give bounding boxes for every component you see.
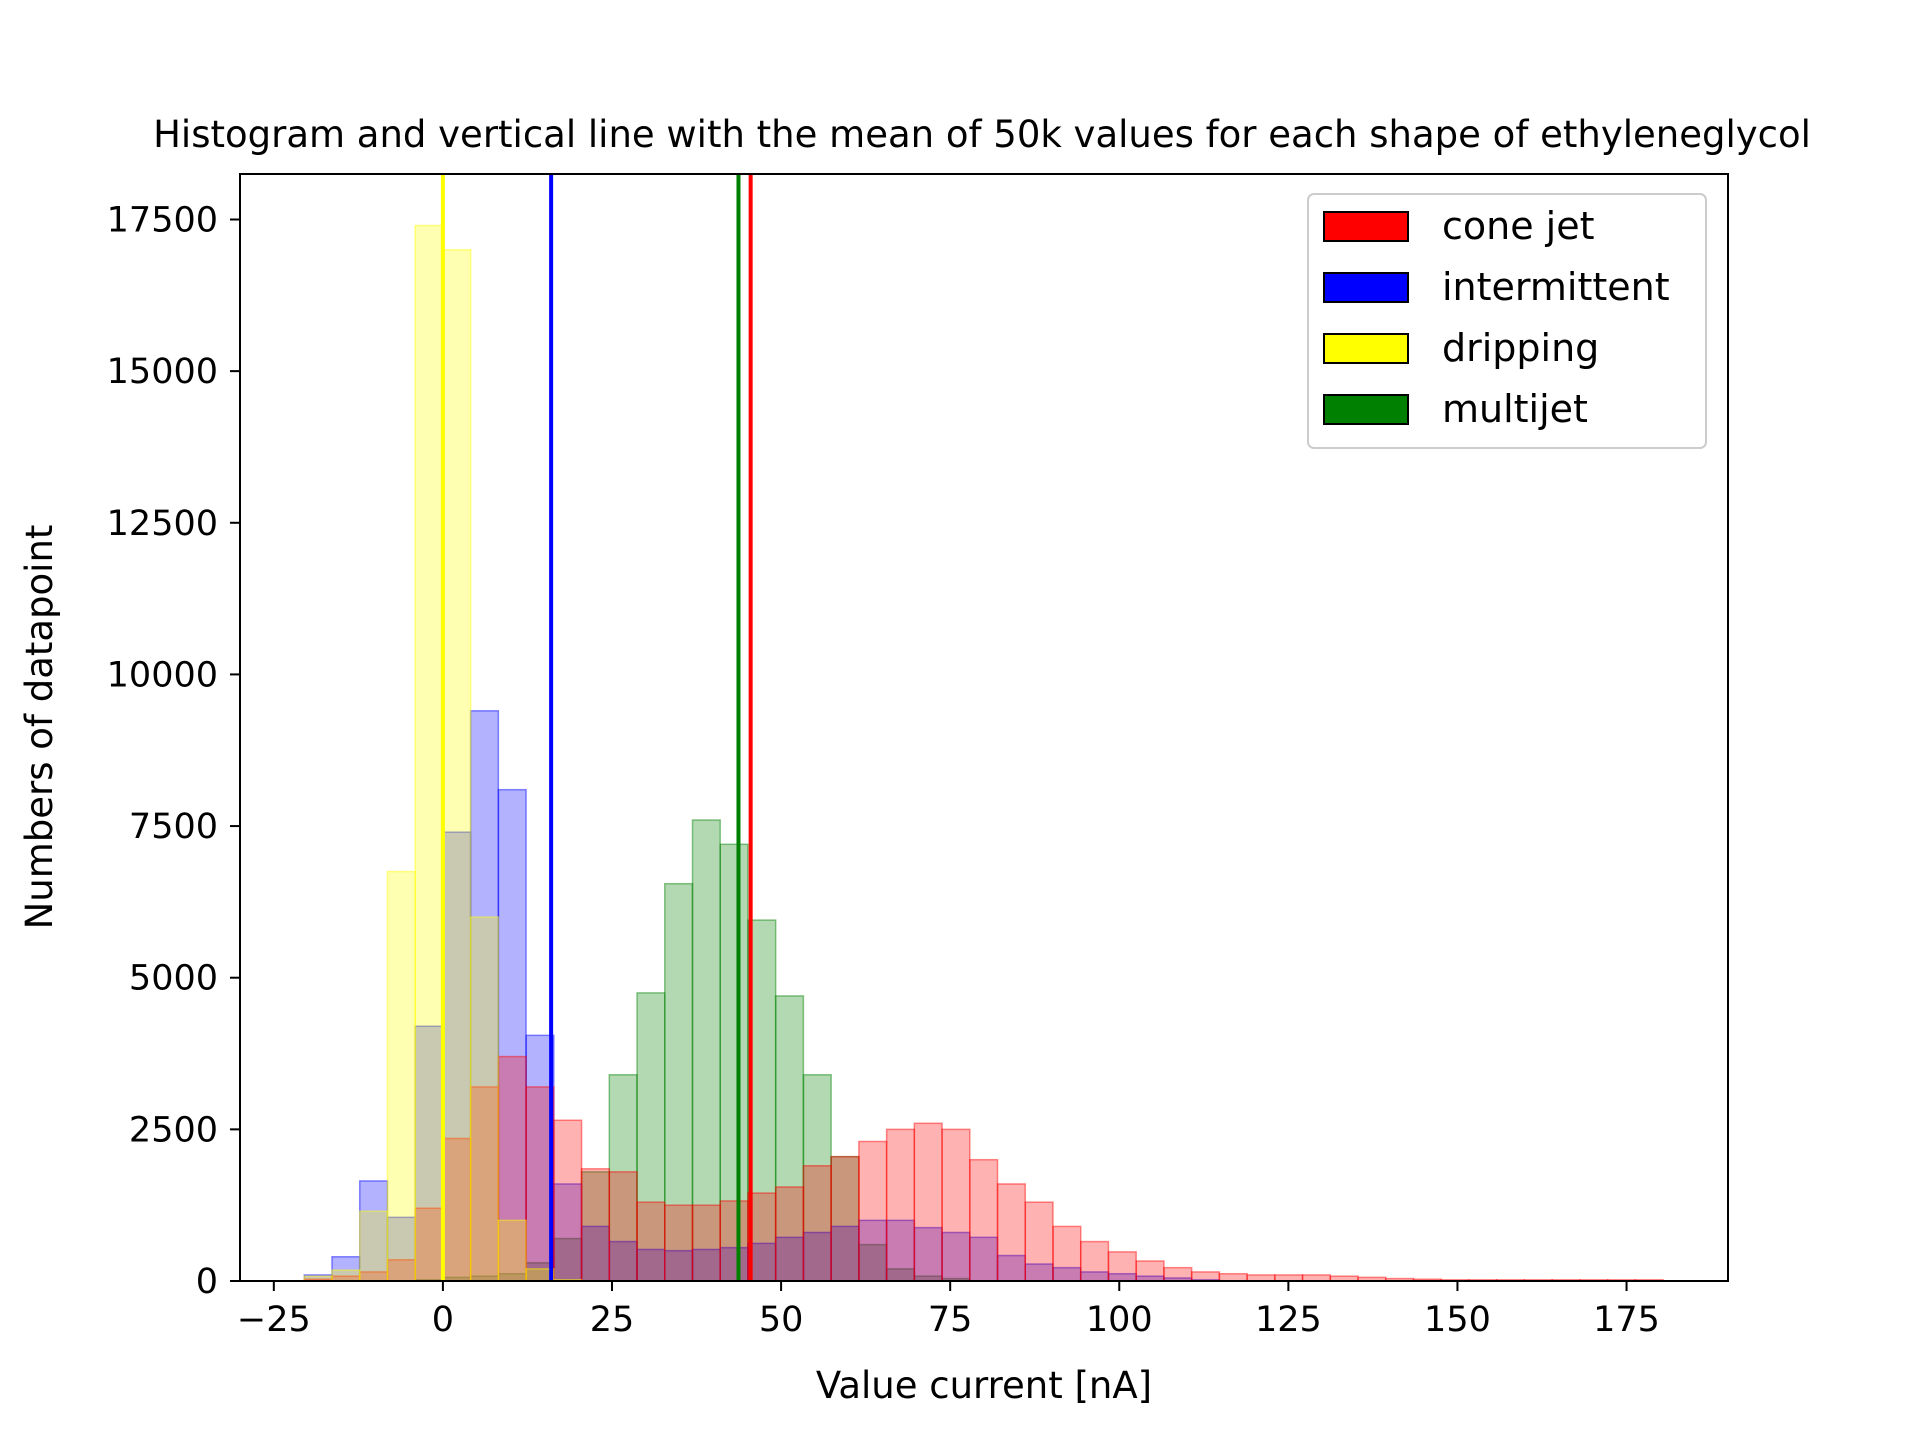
bar-cone-jet: [1135, 1260, 1165, 1282]
legend-item-multijet: multijet: [1323, 387, 1588, 431]
bar-cone-jet: [719, 1200, 749, 1282]
legend-label: intermittent: [1442, 265, 1670, 309]
bar-intermittent: [414, 1025, 444, 1282]
x-axis: −25 0 25 50 75 100 125 150 175: [237, 1281, 1660, 1340]
bar-intermittent: [969, 1236, 999, 1282]
x-tick-label: 100: [1086, 1300, 1153, 1340]
x-tick-label: 50: [759, 1300, 804, 1340]
legend-box: [1307, 193, 1707, 449]
y-tick-label: 2500: [129, 1110, 218, 1150]
bar-cone-jet: [996, 1183, 1027, 1282]
bar-dripping: [331, 1269, 361, 1282]
bar-dripping: [358, 1210, 389, 1282]
bar-intermittent: [636, 1248, 666, 1282]
chart-title: Histogram and vertical line with the mea…: [153, 113, 1811, 156]
legend-swatch: [1323, 272, 1409, 303]
bar-intermittent: [580, 1225, 611, 1282]
bar-cone-jet: [830, 1155, 860, 1282]
bar-multijet: [691, 819, 721, 1282]
bar-multijet: [774, 995, 805, 1282]
bar-intermittent: [830, 1225, 860, 1282]
legend-swatch: [1323, 211, 1409, 242]
bar-cone-jet: [1052, 1225, 1082, 1282]
x-tick-label: 150: [1424, 1300, 1491, 1340]
y-tick-label: 17500: [107, 200, 218, 240]
y-tick-label: 5000: [129, 959, 218, 999]
legend-label: multijet: [1442, 387, 1588, 431]
x-tick-label: 175: [1593, 1300, 1660, 1340]
bar-cone-jet: [664, 1204, 694, 1282]
bar-cone-jet: [636, 1201, 666, 1282]
bar-intermittent: [358, 1180, 389, 1282]
legend-item-intermittent: intermittent: [1323, 265, 1670, 309]
x-tick-label: 25: [590, 1300, 635, 1340]
x-axis-label: Value current [nA]: [816, 1364, 1152, 1407]
bar-multijet: [719, 843, 749, 1282]
bar-cone-jet: [1079, 1240, 1110, 1282]
legend-swatch: [1323, 394, 1409, 425]
bar-multijet: [802, 1074, 832, 1282]
bar-intermittent: [497, 788, 527, 1282]
y-tick-label: 10000: [107, 655, 218, 695]
y-tick-label: 15000: [107, 352, 218, 392]
bar-cone-jet: [497, 1055, 527, 1282]
bar-cone-jet: [1190, 1271, 1221, 1282]
bar-cone-jet: [608, 1171, 638, 1282]
bar-dripping: [497, 1219, 527, 1282]
bar-intermittent: [442, 831, 472, 1282]
bar-cone-jet: [774, 1186, 805, 1282]
x-tick-label: 75: [928, 1300, 973, 1340]
bar-dripping: [442, 249, 472, 1282]
bar-intermittent: [802, 1231, 832, 1282]
y-axis-label: Numbers of datapoint: [18, 525, 61, 930]
bar-intermittent: [331, 1255, 361, 1282]
legend-item-cone-jet: cone jet: [1323, 204, 1595, 248]
x-tick-label: −25: [237, 1300, 311, 1340]
bar-dripping: [414, 224, 444, 1282]
bar-cone-jet: [885, 1128, 916, 1282]
bar-intermittent: [386, 1216, 416, 1282]
y-tick-label: 0: [196, 1262, 218, 1302]
bar-intermittent: [719, 1246, 749, 1282]
bar-cone-jet: [1218, 1272, 1248, 1282]
plot-frame: [239, 173, 1729, 1282]
bar-cone-jet: [1163, 1266, 1193, 1282]
bar-multijet: [608, 1074, 638, 1282]
y-tick-label: 7500: [129, 807, 218, 847]
bar-cone-jet: [691, 1204, 721, 1282]
legend-label: dripping: [1442, 326, 1599, 370]
y-axis: 0 2500 5000 7500 10000 12500 15000 17500: [107, 200, 240, 1302]
bar-multijet: [664, 882, 694, 1282]
bar-cone-jet: [1107, 1251, 1137, 1282]
legend-item-dripping: dripping: [1323, 326, 1599, 370]
bar-cone-jet: [969, 1158, 999, 1282]
x-tick-label: 125: [1255, 1300, 1322, 1340]
bar-cone-jet: [941, 1128, 971, 1282]
bar-cone-jet: [580, 1168, 611, 1282]
legend-label: cone jet: [1442, 204, 1595, 248]
bar-multijet: [830, 1155, 860, 1282]
bar-cone-jet: [858, 1140, 888, 1282]
bar-cone-jet: [913, 1122, 943, 1282]
bar-dripping: [469, 916, 500, 1282]
bar-cone-jet: [802, 1165, 832, 1282]
bar-intermittent: [913, 1226, 943, 1282]
bar-multijet: [858, 1243, 888, 1282]
bar-cone-jet: [442, 1137, 472, 1282]
y-tick-label: 12500: [107, 504, 218, 544]
bar-intermittent: [885, 1219, 916, 1282]
bar-dripping: [386, 870, 416, 1282]
bar-cone-jet: [1024, 1201, 1054, 1282]
mean-lines: [440, 174, 753, 1281]
x-tick-label: 0: [432, 1300, 454, 1340]
bar-multijet: [636, 992, 666, 1282]
bar-intermittent: [858, 1219, 888, 1282]
bar-cone-jet: [553, 1119, 583, 1282]
legend-swatch: [1323, 333, 1409, 364]
bar-intermittent: [691, 1248, 721, 1282]
series-dripping: [303, 224, 583, 1282]
legend: cone jet intermittent dripping multijet: [1307, 193, 1707, 449]
